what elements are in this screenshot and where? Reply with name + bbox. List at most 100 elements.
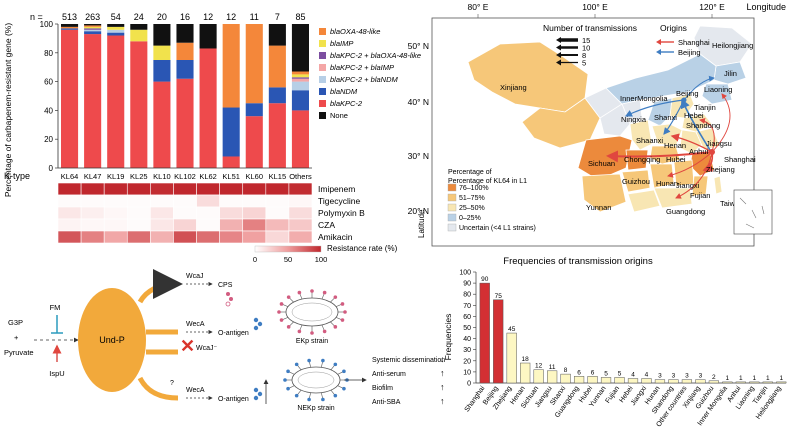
province-label: Guangdong	[666, 207, 705, 216]
heatmap-cell	[196, 194, 220, 208]
frequency-chart-title: Frequencies of transmission origins	[503, 256, 653, 267]
arc-shanghai-shandong	[699, 118, 715, 153]
frequency-bar	[641, 378, 652, 384]
stacked-bar-segment	[153, 24, 171, 46]
stacked-bar-segment	[107, 29, 125, 33]
heatmap-cell	[103, 194, 128, 208]
stacked-bar-segment	[130, 29, 148, 42]
heatmap-cell	[288, 230, 313, 244]
frequency-y-tick-label: 80	[463, 292, 471, 299]
arc-shanghai-sichuan	[606, 150, 713, 163]
stacked-bar-segment	[84, 29, 102, 32]
heatmap-cell	[80, 206, 105, 220]
colorbar-tick-50: 50	[284, 255, 292, 264]
sample-size-label: 54	[111, 12, 121, 22]
province-label: InnerMongolia	[620, 94, 668, 103]
frequency-data-label: 5	[604, 370, 608, 377]
heatmap-cell	[126, 218, 151, 232]
frequency-data-label: 12	[535, 363, 543, 370]
region-sichuan	[577, 135, 633, 181]
region-shaanxi	[629, 119, 653, 151]
resistance-heatmap: Imipenem Tigecycline Polymyxin B CZA Amikaci…	[57, 182, 398, 264]
heatmap-cell	[265, 206, 290, 220]
l1-legend-swatch	[447, 213, 457, 222]
phenotype-label: Biofilm	[372, 385, 393, 392]
stacked-bars	[61, 24, 309, 169]
heatmap-cell	[150, 218, 174, 232]
frequency-data-label: 2	[712, 374, 716, 381]
stacked-legend-swatch	[319, 52, 326, 59]
fm-label: FM	[50, 303, 61, 312]
cps-label: CPS	[218, 282, 233, 289]
l1-legend-label: 51–75%	[459, 195, 485, 202]
stacked-bar-segment	[222, 24, 240, 108]
frequency-data-label: 18	[522, 356, 530, 363]
stacked-bar-segment	[153, 81, 171, 168]
heatmap-cell	[288, 182, 313, 196]
heatmap-cell	[150, 230, 174, 244]
province-label: Jilin	[724, 69, 737, 78]
weca-label-2: WecA	[186, 387, 205, 394]
arc-shanghai-hunan	[667, 151, 713, 178]
heatmap-cell	[57, 218, 82, 232]
stacked-bar-segment	[61, 24, 79, 27]
frequency-bar	[547, 370, 558, 384]
stacked-x-tick-label: KL64	[61, 172, 79, 181]
heatmap-cell	[219, 230, 244, 244]
lon-tick-120: 120° E	[699, 2, 725, 12]
heatmap-cell	[80, 218, 105, 232]
heatmap-colorbar	[254, 245, 322, 253]
frequency-data-label: 75	[495, 293, 503, 300]
stacked-y-tick-label: 100	[40, 20, 54, 29]
heatmap-row-label: CZA	[318, 220, 335, 230]
heatmap-cell	[173, 206, 197, 220]
heatmap-cell	[126, 230, 151, 244]
region-guangxi	[627, 189, 661, 213]
province-label: Chongqing	[624, 155, 660, 164]
sample-size-label: 12	[226, 12, 236, 22]
longitude-title: Longitude	[746, 2, 786, 12]
stacked-bar-segment	[245, 116, 263, 168]
cps-chain-icon	[225, 292, 233, 307]
heatmap-cell	[265, 182, 290, 196]
frequency-data-label: 1	[779, 375, 783, 382]
province-label: Sichuan	[588, 159, 615, 168]
province-label: Shaanxi	[636, 136, 663, 145]
stacked-bar-segment	[245, 103, 263, 117]
frequency-bar	[627, 378, 639, 384]
phenotype-direction: ↑	[440, 396, 445, 406]
stacked-bar-segment	[153, 60, 171, 82]
pyruvate-label: Pyruvate	[4, 348, 34, 357]
stacked-legend-label: blaKPC-2 + blaNDM	[330, 75, 398, 84]
stacked-bar-segment	[199, 48, 217, 169]
frequency-y-tick-label: 100	[459, 270, 471, 277]
province-label: Xinjiang	[500, 83, 527, 92]
frequency-bar	[776, 381, 787, 384]
stacked-x-tick-label: KL102	[174, 172, 196, 181]
heatmap-cell	[196, 182, 220, 196]
heatmap-cells	[57, 182, 313, 244]
stacked-bar-segment	[107, 32, 125, 36]
transmission-count-label: 10	[582, 44, 590, 53]
stacked-bar-segment	[268, 45, 286, 88]
stacked-x-tick-label: Others	[289, 172, 312, 181]
phenotype-label: Anti-serum	[372, 371, 406, 378]
heatmap-row-label: Polymyxin B	[318, 208, 365, 218]
frequency-bar	[654, 379, 666, 384]
colorbar-tick-0: 0	[253, 255, 257, 264]
heatmap-cell	[288, 194, 313, 208]
mechanism-diagram: G3P + Pyruvate FM IspU Und-P WcaJ CPS We…	[4, 269, 445, 412]
stacked-bar-segment	[107, 24, 125, 27]
heatmap-cell	[242, 218, 267, 232]
colorbar-tick-100: 100	[315, 255, 328, 264]
stacked-y-tick-label: 60	[44, 78, 53, 87]
transmission-count-label: 5	[582, 59, 586, 68]
sample-size-label: 513	[62, 12, 77, 22]
stacked-x-tick-label: KL15	[269, 172, 287, 181]
heatmap-row-label: Amikacin	[318, 232, 353, 242]
frequency-data-label: 45	[508, 326, 516, 333]
frequency-bar	[587, 376, 598, 384]
stacked-legend-label: blaNDM	[330, 87, 358, 96]
l1-legend-label: 25–50%	[459, 205, 485, 212]
stacked-bar-segment	[222, 107, 240, 157]
